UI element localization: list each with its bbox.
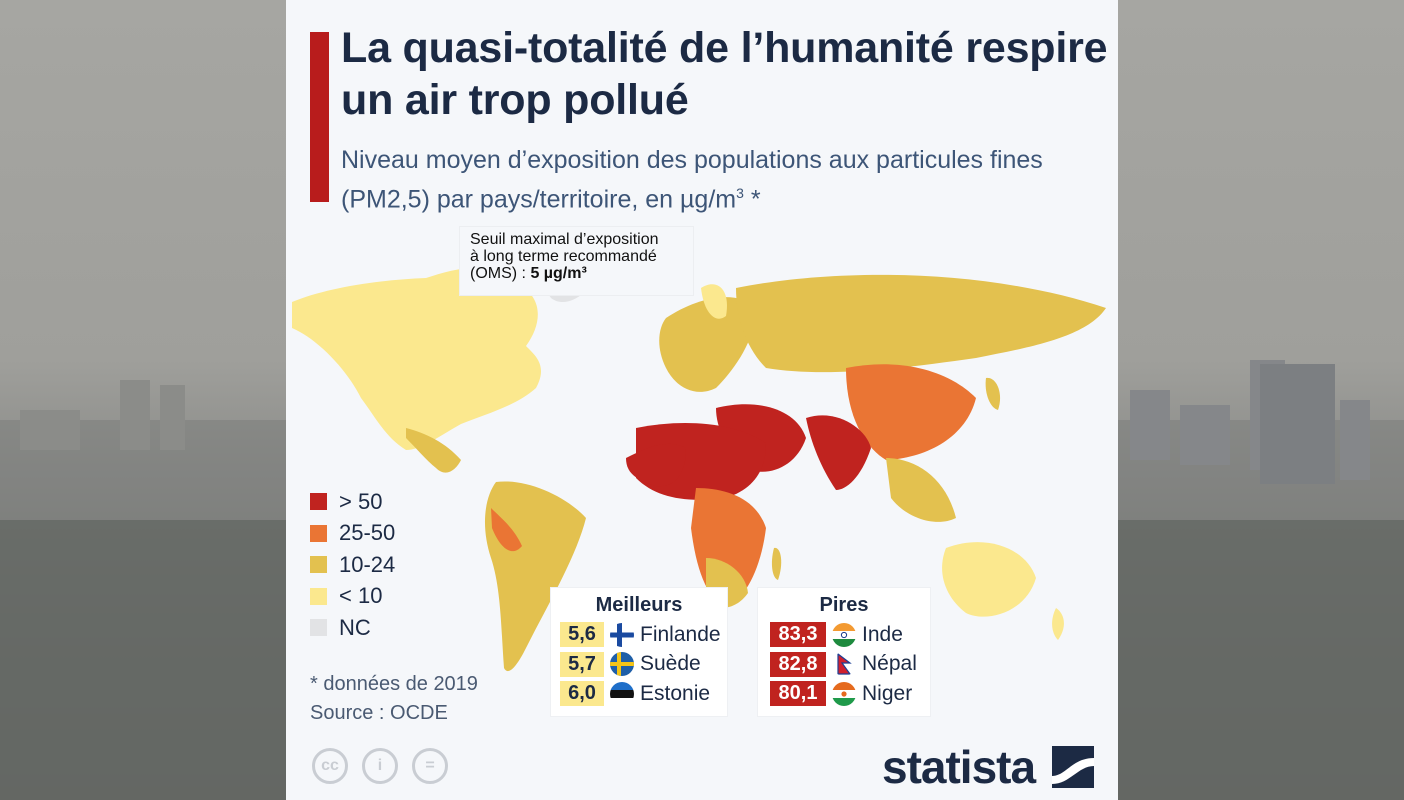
- subtitle-text: Niveau moyen d’exposition des population…: [341, 146, 1043, 214]
- footnote: * données de 2019 Source : OCDE: [310, 670, 478, 728]
- worst-row: 82,8 Népal: [758, 650, 930, 680]
- region-southeast-asia: [886, 458, 956, 522]
- legend-label: NC: [339, 614, 371, 640]
- best-heading: Meilleurs: [595, 594, 683, 616]
- sweden-flag-icon: [610, 652, 634, 677]
- best-country: Estonie: [640, 681, 711, 705]
- best-value: 5,6: [560, 622, 604, 648]
- region-japan: [985, 377, 1001, 410]
- legend-label: > 50: [339, 488, 383, 514]
- callout-value: 5 µg/m³: [530, 265, 587, 282]
- worst-country: Inde: [862, 622, 903, 646]
- statista-logo-text[interactable]: statista: [882, 741, 1036, 793]
- legend-swatch: [310, 587, 327, 605]
- india-flag-icon: [832, 622, 856, 647]
- worst-value: 83,3: [770, 622, 826, 648]
- legend-item: 25-50: [310, 518, 395, 550]
- region-sahel: [626, 443, 686, 487]
- region-china: [846, 364, 976, 460]
- best-country: Finlande: [640, 622, 721, 646]
- legend-label: 25-50: [339, 520, 396, 546]
- region-australia: [942, 542, 1036, 617]
- worst-row: 80,1 Niger: [758, 679, 930, 709]
- worst-country: Népal: [862, 652, 917, 676]
- region-mexico: [406, 428, 461, 473]
- best-value: 5,7: [560, 651, 604, 677]
- subtitle-superscript: 3: [736, 185, 744, 201]
- legend-item: NC: [310, 612, 395, 644]
- niger-flag-icon: [832, 681, 856, 706]
- map-legend: > 50 25-50 10-24 < 10 NC: [310, 486, 395, 644]
- legend-swatch: [310, 619, 327, 637]
- callout-line-2: à long terme recommandé: [470, 248, 657, 265]
- region-new-zealand: [1052, 608, 1064, 640]
- worst-row: 83,3 Inde: [758, 620, 930, 650]
- callout-prefix: (OMS) :: [470, 265, 531, 282]
- nepal-flag-icon: [832, 652, 856, 677]
- worst-value: 82,8: [770, 651, 826, 677]
- worst-value: 80,1: [770, 681, 826, 707]
- subtitle: Niveau moyen d’exposition des population…: [341, 144, 1101, 216]
- best-country: Suède: [640, 652, 701, 676]
- best-countries-box: Meilleurs 5,6 Finlande 5,7 Suède 6,0 Est…: [551, 588, 727, 716]
- worst-heading: Pires: [819, 594, 869, 616]
- best-row: 5,6 Finlande: [551, 620, 727, 650]
- region-peru-bolivia: [491, 508, 522, 552]
- world-map: [292, 243, 1106, 672]
- infographic-card: La quasi-totalité de l’humanité respire …: [286, 0, 1118, 800]
- who-threshold-callout: Seuil maximal d’exposition à long terme …: [459, 226, 694, 296]
- legend-swatch: [310, 556, 327, 574]
- nd-icon[interactable]: =: [412, 748, 448, 784]
- data-year-note: * données de 2019: [310, 673, 478, 695]
- legend-label: 10-24: [339, 551, 396, 577]
- region-madagascar: [771, 547, 782, 580]
- legend-item: > 50: [310, 486, 395, 518]
- best-row: 6,0 Estonie: [551, 679, 727, 709]
- statista-logo-icon[interactable]: [1052, 746, 1094, 788]
- cc-icon[interactable]: cc: [312, 748, 348, 784]
- page-title: La quasi-totalité de l’humanité respire …: [341, 24, 1108, 124]
- finland-flag-icon: [610, 622, 634, 647]
- callout-line-3: (OMS) : 5 µg/m³: [470, 265, 693, 282]
- title-accent-bar: [310, 32, 329, 202]
- worst-country: Niger: [862, 681, 913, 705]
- region-europe: [659, 297, 756, 392]
- estonia-flag-icon: [610, 681, 634, 706]
- region-india: [806, 415, 871, 490]
- legend-swatch: [310, 493, 327, 511]
- legend-item: < 10: [310, 581, 395, 613]
- worst-countries-box: Pires 83,3 Inde 82,8 Népal 80,1 Niger: [758, 588, 930, 716]
- region-north-america: [292, 267, 542, 450]
- legend-item: 10-24: [310, 549, 395, 581]
- callout-line-1: Seuil maximal d’exposition: [470, 231, 659, 248]
- subtitle-asterisk: *: [743, 185, 761, 214]
- by-icon[interactable]: i: [362, 748, 398, 784]
- best-row: 5,7 Suède: [551, 650, 727, 680]
- source-note: Source : OCDE: [310, 702, 448, 724]
- legend-swatch: [310, 524, 327, 542]
- legend-label: < 10: [339, 583, 383, 609]
- best-value: 6,0: [560, 681, 604, 707]
- region-scandinavia: [701, 284, 727, 319]
- region-russia: [736, 274, 1106, 373]
